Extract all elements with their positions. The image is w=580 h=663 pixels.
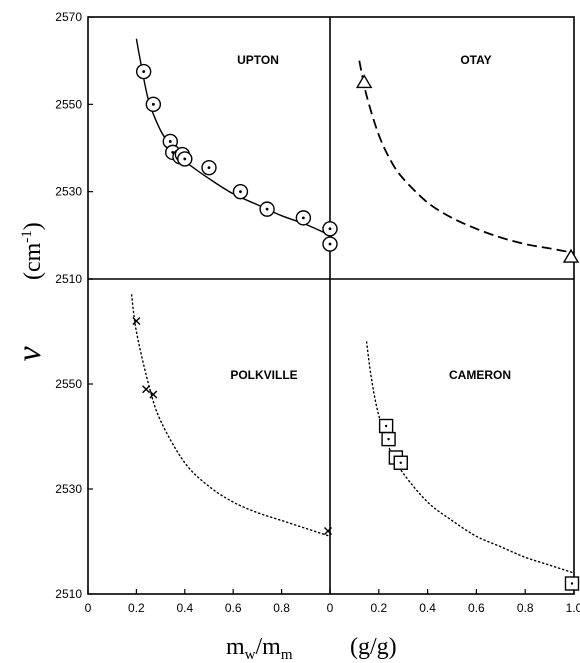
x-tick-label: 0.2 (128, 601, 145, 615)
data-point-center (207, 166, 211, 170)
y-tick-label: 2530 (55, 185, 82, 199)
x-tick-label: 0.6 (225, 601, 242, 615)
fit-curve (135, 38, 331, 236)
fit-curve (365, 341, 575, 574)
x-axis-slash: /m (256, 634, 282, 660)
y-tick-label: 2570 (55, 10, 82, 24)
x-tick-label: 0.4 (419, 601, 436, 615)
data-point-center (387, 437, 390, 441)
x-axis-sub-m: m (281, 647, 293, 663)
panel-title: CAMERON (449, 368, 511, 382)
data-point-center (239, 190, 242, 194)
plot-frame (87, 16, 575, 595)
x-tick-label: 0.4 (176, 601, 193, 615)
panel-title: OTAY (460, 53, 491, 67)
data-point-center (151, 102, 155, 106)
panel-upton: UPTON (135, 38, 338, 252)
x-tick-label: 0.6 (468, 601, 485, 615)
x-tick-label: 0.8 (273, 601, 290, 615)
x-tick-label: 1.0 (566, 601, 580, 615)
data-point-stroke (149, 390, 158, 399)
panel-title: POLKVILLE (230, 368, 297, 382)
data-point (132, 317, 141, 325)
panel-cameron: CAMERON (365, 341, 580, 591)
data-point-center (183, 157, 187, 161)
y-axis-unit-exp: -1 (19, 230, 35, 243)
y-axis-unit-open: (cm (20, 242, 46, 280)
data-point-center (301, 216, 305, 220)
x-tick-label: 0.8 (517, 601, 534, 615)
x-axis-unit: (g/g) (350, 634, 397, 660)
fit-curve (358, 60, 575, 254)
x-tick-label: 0 (327, 601, 334, 615)
y-tick-label: 2550 (55, 97, 82, 111)
data-point-stroke (132, 317, 141, 325)
data-point-center (570, 582, 574, 585)
data-point-center (399, 461, 402, 464)
panel-polkville: POLKVILLE (130, 294, 332, 537)
data-point-center (328, 227, 332, 231)
x-axis-m: m (226, 634, 245, 660)
panel-otay: OTAY (355, 53, 580, 263)
data-point (149, 390, 158, 399)
y-tick-label: 2510 (55, 587, 82, 601)
y-tick-label: 2550 (55, 377, 82, 391)
data-point-center (328, 242, 332, 246)
y-tick-label: 2510 (55, 272, 82, 286)
y-tick-label: 2530 (55, 482, 82, 496)
data-point-stroke (324, 527, 332, 535)
x-axis-sub-w: w (245, 647, 256, 663)
panel-title: UPTON (237, 53, 279, 67)
x-axis-label: mw/mm (226, 634, 293, 663)
data-point-stroke (142, 385, 151, 394)
data-point-center (142, 70, 146, 73)
y-axis-unit-close: ) (20, 222, 46, 230)
y-axis-symbol: ν (11, 346, 48, 362)
data-point (324, 527, 332, 535)
fit-curve (130, 294, 331, 537)
y-axis-unit: (cm-1) (19, 222, 46, 280)
data-point-center (168, 140, 172, 143)
data-point (562, 248, 580, 263)
x-tick-label: 0 (85, 601, 92, 615)
x-tick-label: 0.2 (370, 601, 387, 615)
axes-text: ν (cm-1) mw/mm (g/g) (11, 222, 397, 663)
data-point-center (265, 207, 269, 211)
data-point (355, 74, 373, 89)
data-point-center (384, 424, 388, 428)
data-point (142, 385, 151, 394)
